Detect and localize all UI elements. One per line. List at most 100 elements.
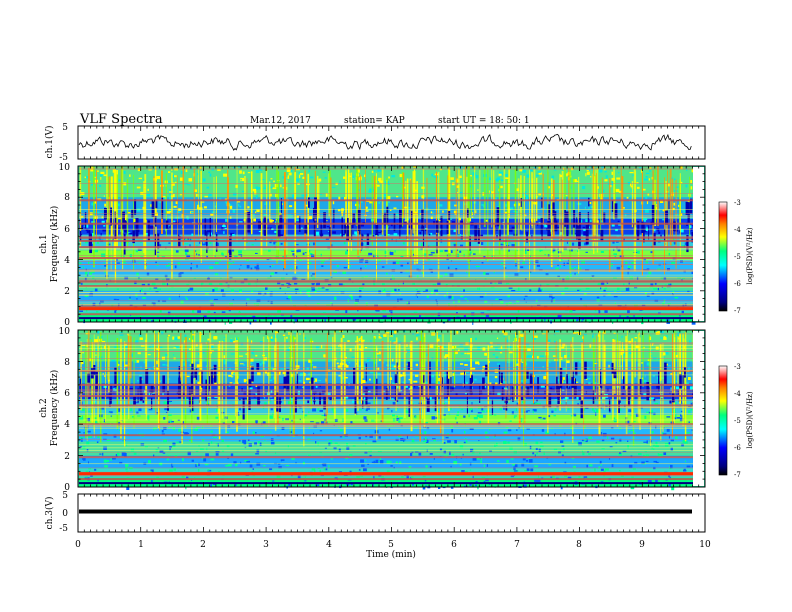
spec-cell [298,172,301,174]
spec-cell [290,314,293,318]
spec-cell [151,282,156,286]
spec-cell [304,252,307,254]
spec-cell [535,441,539,445]
spec-cell [101,220,105,224]
spec-cell [255,420,258,423]
spec-cell [288,295,292,299]
spec-cell [465,371,470,373]
spec-cell [656,385,660,389]
spec-cell [479,452,481,455]
spec-cell [469,469,472,471]
spec-streak [93,341,95,432]
spec-cell [516,429,518,431]
spec-cell [306,483,311,487]
spec-cell [518,203,521,206]
spec-cell [298,392,300,395]
spec-cell [592,315,595,319]
spec-cell [317,407,320,411]
spec-cell [472,457,477,461]
spec-cell [322,463,327,467]
spec-cell [583,439,587,441]
spec-cell [433,410,435,412]
spec-streak [420,330,423,401]
spec-cell [593,410,596,413]
spec-cell [133,452,137,455]
spec-cell [321,344,323,349]
spec-cell [279,212,282,216]
spec-cell [268,318,270,321]
spec-cell [620,365,623,368]
spec-streak [483,169,486,228]
spec-lowband [79,472,693,476]
spec-cell [99,184,102,187]
spec-cell [204,463,209,466]
spec-cell [311,254,315,258]
spec-streak [79,167,82,247]
spec-cell [252,188,257,192]
spec-cell [182,457,184,462]
spec-cell [108,412,111,414]
spec-cell [616,287,620,291]
spec-cell [368,190,372,193]
spec-cell [296,249,299,253]
spec-dip [313,392,315,405]
spec-cell [225,200,229,204]
spec-line [79,248,693,250]
spec-cell [497,482,499,486]
spec-cell [270,321,272,325]
spec-cell [511,290,516,292]
spec-cell [545,273,549,276]
spec-cell [508,302,512,304]
spec-cell [96,441,99,443]
spec-cell [430,251,435,254]
spec-cell [237,166,242,168]
spec-dip [190,372,193,395]
spec-cell [325,193,328,197]
spec-cell [374,480,378,483]
spec-cell [489,190,491,194]
spec-cell [255,267,260,271]
spec-cell [470,175,472,177]
spec-cell [453,229,456,233]
spec-cell [537,289,542,293]
spec-streak [596,168,599,253]
spec-cell [277,310,281,313]
spec-cell [137,168,141,172]
spec-cell [587,172,589,174]
ch1-spectrogram-panel: 0 2 4 6 8 10 ch.1 Frequency (kHz) -3 -4 … [39,163,754,328]
spec-line [79,444,693,446]
spec-cell [524,470,529,472]
spec-cell [560,402,563,405]
spec-cell [415,288,418,290]
spec-cell [390,367,393,370]
spec-cell [643,454,645,457]
spec-streak [269,340,271,379]
spec-cell [513,416,516,419]
spec-cell [396,415,398,418]
spec-cell [610,185,612,188]
spec-cell [516,363,519,366]
spec-cell [132,416,134,418]
spec-cell [460,220,464,224]
spec-cell [338,283,343,286]
spec-cell [515,407,517,412]
spec-cell [527,457,531,460]
spec-cell [584,206,586,209]
spec-cell [539,248,542,252]
spec-cell [338,196,341,200]
spec-cell [195,464,197,468]
spec-cell [125,372,127,375]
spec-cell [163,401,168,405]
spec-cell [497,392,501,396]
spec-cell [538,171,542,175]
spec-cell [688,377,691,380]
spec-cell [161,331,164,335]
spec-cell [156,254,160,258]
spec-dip [411,211,413,230]
spec-dip [547,220,551,237]
spec-streak [401,171,404,227]
spec-cell [240,179,242,181]
spec-streak [555,341,557,392]
spec-cell [426,353,428,357]
spec-line [79,407,693,409]
